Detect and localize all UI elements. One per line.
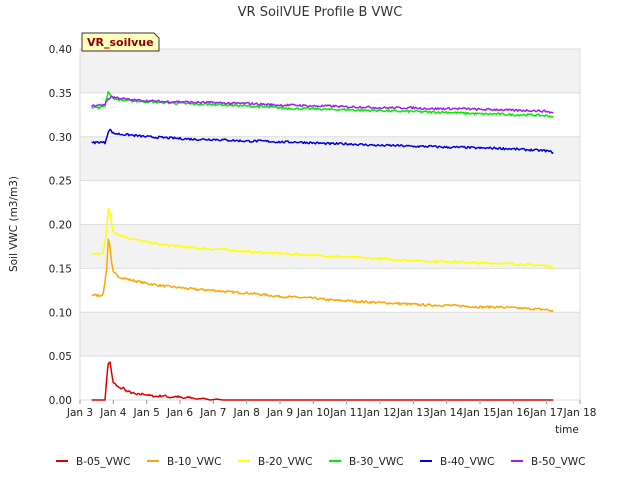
x-tick-label: Jan 12 <box>363 407 397 419</box>
y-tick-label: 0.05 <box>49 351 72 363</box>
series-lines <box>91 90 554 401</box>
legend-item: B-50_VWC <box>511 456 586 468</box>
x-tick-label: Jan 18 <box>563 407 597 419</box>
badge-box <box>81 32 160 52</box>
legend-label: B-30_VWC <box>349 456 404 468</box>
x-tick-label: Jan 14 <box>429 407 463 419</box>
y-axis: 0.00 0.05 0.10 0.15 0.20 0.25 0.30 0.35 0.40 <box>49 44 72 407</box>
legend-item: B-40_VWC <box>420 456 495 468</box>
series-line-b-05-vwc <box>91 361 554 401</box>
x-tick-label: Jan 6 <box>166 407 194 419</box>
x-axis: Jan 3 Jan 4 Jan 5 Jan 6 Jan 7 Jan 8 Jan 9 Jan 1… <box>66 400 597 419</box>
plot-band <box>80 180 580 225</box>
y-tick-label: 0.20 <box>49 220 72 232</box>
x-tick-label: Jan 10 <box>296 407 330 419</box>
x-tick-label: Jan 9 <box>266 407 293 419</box>
legend-label: B-05_VWC <box>76 456 131 468</box>
series-line-b-30-vwc <box>91 90 554 118</box>
x-tick-label: Jan 16 <box>496 407 530 419</box>
x-tick-label: Jan 3 <box>66 407 93 419</box>
x-tick-label: Jan 5 <box>133 407 160 419</box>
x-tick-label: Jan 8 <box>233 407 260 419</box>
y-tick-label: 0.30 <box>49 132 72 144</box>
x-tick-label: Jan 4 <box>99 407 127 419</box>
legend-label: B-50_VWC <box>531 456 586 468</box>
y-tick-label: 0.15 <box>49 263 72 275</box>
x-tick-label: Jan 17 <box>529 407 563 419</box>
plot-band <box>80 356 580 400</box>
y-tick-label: 0.10 <box>49 307 72 319</box>
y-tick-label: 0.40 <box>49 44 72 56</box>
x-tick-label: Jan 11 <box>329 407 363 419</box>
plot-band <box>80 312 580 357</box>
badge-text: VR_soilvue <box>87 36 154 49</box>
legend-item: B-30_VWC <box>329 456 404 468</box>
x-tick-label: Jan 7 <box>199 407 226 419</box>
plot-band <box>80 268 580 313</box>
legend-item: B-20_VWC <box>238 456 313 468</box>
legend-label: B-20_VWC <box>258 456 313 468</box>
badge: VR_soilvue <box>81 32 160 52</box>
series-line-b-20-vwc <box>91 207 554 270</box>
legend-label: B-10_VWC <box>167 456 222 468</box>
series-line-b-40-vwc <box>91 128 554 154</box>
x-tick-label: Jan 13 <box>396 407 430 419</box>
plot-band <box>80 49 580 93</box>
x-tick-label: Jan 15 <box>463 407 497 419</box>
plot-band <box>80 224 580 269</box>
series-line-b-10-vwc <box>91 238 554 313</box>
legend: B-05_VWC B-10_VWC B-20_VWC B-30_VWC B-40_VWC… <box>56 456 586 468</box>
y-tick-label: 0.35 <box>49 88 72 100</box>
legend-item: B-10_VWC <box>147 456 222 468</box>
y-axis-label: Soil VWC (m3/m3) <box>8 176 20 272</box>
x-axis-label: time <box>555 424 579 436</box>
y-tick-label: 0.00 <box>49 395 72 407</box>
series-line-b-50-vwc <box>91 95 554 114</box>
chart-title: VR SoilVUE Profile B VWC <box>238 5 403 20</box>
legend-label: B-40_VWC <box>440 456 495 468</box>
y-tick-label: 0.25 <box>49 176 72 188</box>
legend-item: B-05_VWC <box>56 456 131 468</box>
plot-background <box>79 48 581 401</box>
